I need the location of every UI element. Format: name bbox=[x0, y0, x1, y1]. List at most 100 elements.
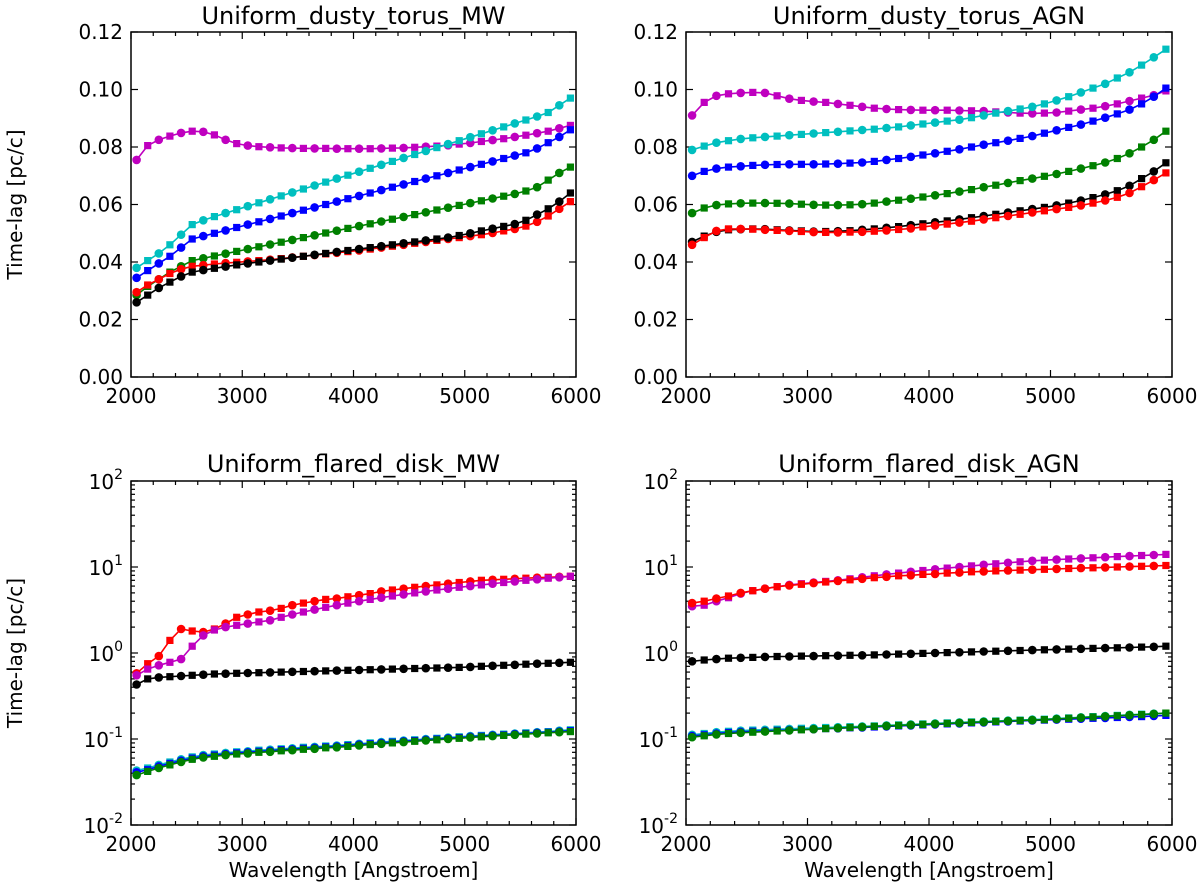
data-point bbox=[773, 132, 781, 140]
data-point bbox=[199, 670, 208, 679]
data-point bbox=[243, 610, 253, 619]
data-point bbox=[388, 665, 396, 673]
data-point bbox=[532, 128, 542, 138]
data-point bbox=[288, 610, 297, 619]
data-point bbox=[1028, 556, 1037, 566]
data-point bbox=[322, 200, 330, 209]
data-point bbox=[166, 636, 174, 644]
data-point bbox=[846, 228, 854, 236]
data-point bbox=[199, 216, 208, 225]
data-point bbox=[288, 745, 297, 755]
series-black bbox=[687, 642, 1170, 666]
data-point bbox=[760, 727, 770, 736]
data-point bbox=[785, 199, 794, 208]
data-point bbox=[797, 130, 805, 138]
data-point bbox=[1089, 554, 1097, 562]
data-point bbox=[992, 139, 1000, 147]
data-point bbox=[299, 252, 307, 260]
data-point bbox=[1125, 562, 1134, 571]
data-point bbox=[930, 569, 940, 579]
data-point bbox=[846, 723, 854, 732]
data-point bbox=[919, 720, 927, 728]
data-point bbox=[1113, 644, 1121, 652]
data-point bbox=[466, 581, 475, 591]
data-point bbox=[943, 190, 951, 198]
data-point bbox=[310, 203, 319, 212]
data-point bbox=[188, 671, 196, 679]
data-point bbox=[566, 189, 574, 197]
series-line bbox=[135, 124, 571, 161]
data-point bbox=[443, 233, 453, 242]
data-point bbox=[857, 158, 867, 167]
series-line bbox=[136, 129, 571, 279]
data-point bbox=[299, 667, 307, 676]
data-point bbox=[857, 651, 867, 660]
data-point bbox=[544, 176, 552, 184]
x-tick-label: 4000 bbox=[328, 384, 379, 408]
data-point bbox=[1016, 558, 1024, 566]
data-point bbox=[857, 722, 867, 732]
data-point bbox=[255, 258, 263, 266]
y-tick-exponent: -2 bbox=[664, 811, 678, 827]
data-point bbox=[967, 107, 976, 115]
data-point bbox=[1003, 646, 1013, 656]
data-point bbox=[1016, 105, 1024, 113]
data-point bbox=[809, 129, 818, 138]
data-point bbox=[399, 737, 408, 747]
data-point bbox=[1138, 551, 1146, 560]
data-point bbox=[411, 143, 419, 151]
data-point bbox=[154, 135, 164, 145]
data-point bbox=[1162, 127, 1170, 135]
data-point bbox=[455, 201, 463, 209]
data-point bbox=[154, 249, 164, 258]
data-point bbox=[773, 226, 781, 234]
series-green bbox=[687, 709, 1170, 742]
data-point bbox=[411, 589, 419, 597]
data-point bbox=[377, 739, 386, 749]
data-point bbox=[166, 252, 174, 260]
data-point bbox=[882, 197, 891, 206]
data-point bbox=[265, 668, 275, 677]
data-point bbox=[1100, 643, 1110, 653]
y-tick-exponent: 1 bbox=[669, 553, 678, 569]
data-point bbox=[749, 587, 757, 595]
data-point bbox=[700, 234, 708, 242]
data-point bbox=[299, 599, 307, 607]
data-point bbox=[354, 144, 364, 153]
data-point bbox=[399, 153, 408, 163]
data-point bbox=[1016, 109, 1024, 117]
y-tick-base: 10 bbox=[89, 470, 114, 494]
data-point bbox=[332, 144, 342, 153]
y-tick-label: 0.10 bbox=[633, 78, 678, 102]
data-point bbox=[277, 604, 285, 612]
data-point bbox=[210, 229, 218, 237]
data-point bbox=[510, 151, 520, 160]
data-point bbox=[443, 584, 453, 593]
data-point bbox=[154, 651, 164, 661]
data-point bbox=[906, 152, 916, 162]
data-point bbox=[736, 728, 745, 738]
x-tick-label: 6000 bbox=[551, 832, 602, 856]
data-point bbox=[1028, 565, 1037, 574]
data-point bbox=[188, 268, 196, 276]
data-point bbox=[277, 238, 285, 246]
y-tick-label: 0.00 bbox=[78, 365, 123, 389]
data-point bbox=[1040, 716, 1048, 724]
y-tick-exponent: 0 bbox=[114, 639, 123, 655]
data-point bbox=[377, 665, 386, 674]
data-point bbox=[166, 761, 174, 769]
x-tick-label: 2000 bbox=[661, 832, 712, 856]
data-point bbox=[488, 194, 497, 203]
data-point bbox=[1003, 566, 1013, 575]
data-point bbox=[785, 160, 794, 169]
data-point bbox=[895, 106, 903, 114]
data-point bbox=[455, 583, 463, 591]
data-point bbox=[399, 180, 408, 189]
series-line bbox=[136, 661, 571, 686]
x-tick-label: 6000 bbox=[1147, 384, 1198, 408]
data-point bbox=[332, 594, 342, 603]
data-point bbox=[809, 724, 818, 734]
series-magenta bbox=[687, 550, 1170, 611]
data-point bbox=[421, 146, 431, 156]
data-point bbox=[288, 253, 297, 262]
